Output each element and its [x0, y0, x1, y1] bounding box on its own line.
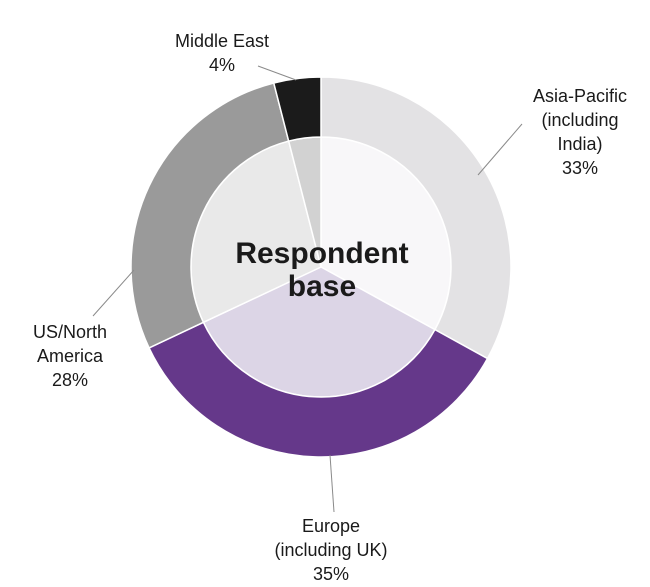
leader-line-2 — [92, 269, 135, 317]
slice-label-line: India) — [557, 134, 602, 154]
leader-line-0 — [477, 123, 523, 176]
leader-line-1 — [329, 454, 335, 513]
slice-value-1: 35% — [313, 564, 349, 584]
leader-line-3 — [257, 65, 297, 81]
slice-outer-2 — [130, 82, 290, 349]
slice-label-line: Middle East — [175, 31, 269, 51]
slice-label-line: Europe — [302, 516, 360, 536]
slice-label-1: Europe (including UK) 35% — [274, 516, 387, 584]
slice-outer-3 — [272, 76, 322, 142]
slice-labels: Asia-Pacific (including India) 33% Europe (in… — [33, 31, 627, 584]
slice-value-2: 28% — [52, 370, 88, 390]
center-label-line-2: base — [288, 270, 356, 303]
slice-value-3: 4% — [209, 55, 235, 75]
slice-value-0: 33% — [562, 158, 598, 178]
slice-label-line: US/North — [33, 322, 107, 342]
slice-label-line: America — [37, 346, 104, 366]
slice-outer-0 — [320, 76, 512, 360]
center-label-line-1: Respondent — [235, 237, 408, 270]
slice-label-3: Middle East 4% — [175, 31, 269, 75]
slice-label-0: Asia-Pacific (including India) 33% — [533, 86, 627, 178]
slice-outer-1 — [148, 321, 489, 458]
slice-label-line: (including — [541, 110, 618, 130]
slice-label-line: Asia-Pacific — [533, 86, 627, 106]
leader-lines — [92, 65, 523, 513]
slice-label-line: (including UK) — [274, 540, 387, 560]
donut-rings — [130, 76, 512, 458]
slice-label-2: US/North America 28% — [33, 322, 107, 390]
